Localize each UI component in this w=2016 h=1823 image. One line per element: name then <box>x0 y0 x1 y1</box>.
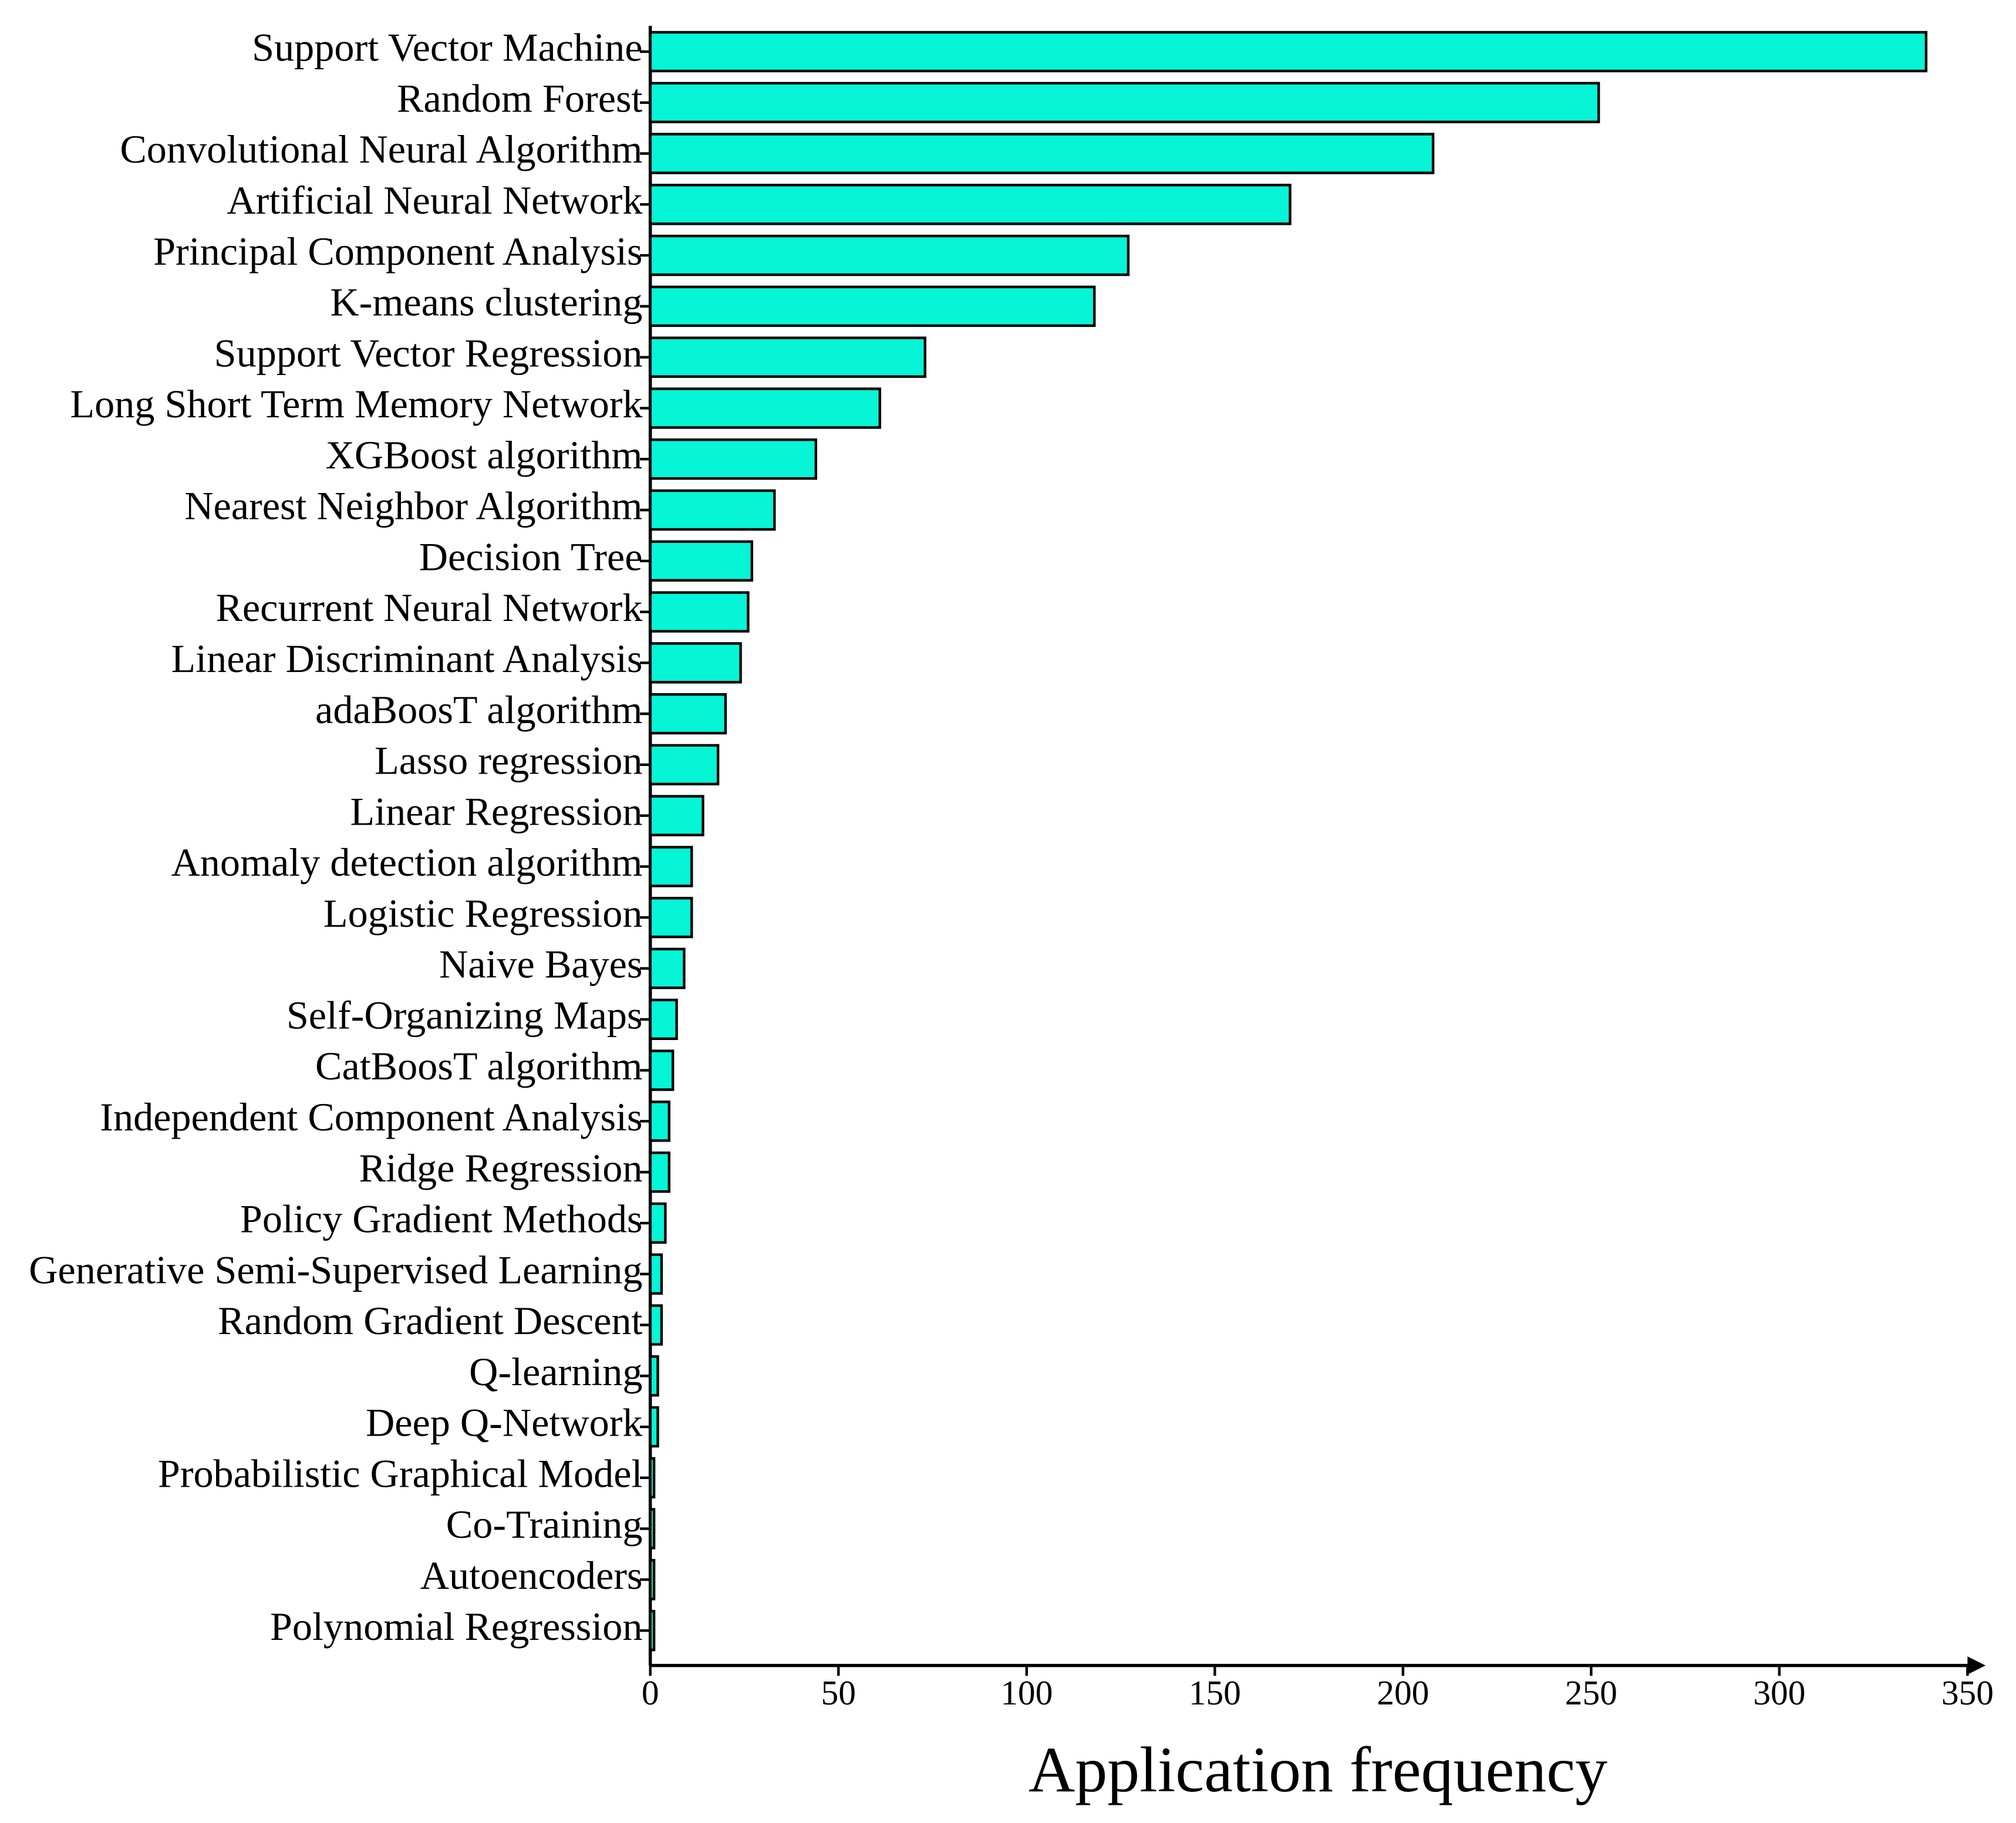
y-tick-label: Linear Regression <box>350 789 642 833</box>
y-tick-label: Nearest Neighbor Algorithm <box>184 484 642 528</box>
y-tick-label: Random Gradient Descent <box>218 1298 642 1343</box>
x-tick-label: 300 <box>1753 1673 1805 1712</box>
y-tick-label: Artificial Neural Network <box>227 178 643 222</box>
y-tick-label: Decision Tree <box>419 534 643 579</box>
y-tick-label: Ridge Regression <box>359 1146 643 1190</box>
y-tick-label: K-means clustering <box>330 280 642 325</box>
y-tick-label: Long Short Term Memory Network <box>70 382 643 426</box>
bar <box>649 897 693 938</box>
y-tick-label: Logistic Regression <box>323 891 643 936</box>
x-tick-label: 250 <box>1565 1673 1617 1712</box>
y-tick-label: XGBoost algorithm <box>326 433 643 477</box>
bar <box>649 1559 656 1601</box>
bar <box>649 234 1130 276</box>
bar <box>649 489 776 531</box>
bar <box>649 438 817 480</box>
y-tick-label: Random Forest <box>397 76 643 120</box>
x-tick-label: 150 <box>1189 1673 1241 1712</box>
x-tick-label: 200 <box>1377 1673 1429 1712</box>
y-tick-label: Anomaly detection algorithm <box>171 840 643 885</box>
y-tick-label: Probabilistic Graphical Model <box>158 1451 643 1495</box>
y-tick-label: Principal Component Analysis <box>153 229 642 274</box>
y-tick-label: Co-Training <box>446 1502 643 1547</box>
bar <box>649 285 1096 328</box>
bar <box>649 846 693 887</box>
bar <box>649 1100 670 1142</box>
bar <box>649 31 1928 73</box>
y-tick-label: Q-learning <box>469 1349 642 1394</box>
bar <box>649 642 742 684</box>
bar <box>649 540 753 582</box>
bar <box>649 1457 656 1498</box>
y-tick-label: Deep Q-Network <box>366 1400 643 1445</box>
y-tick-label: Recurrent Neural Network <box>215 585 643 630</box>
y-tick-label: Support Vector Regression <box>214 330 643 375</box>
y-tick-label: Polynomial Regression <box>270 1604 643 1649</box>
x-axis-label: Application frequency <box>1029 1734 1607 1805</box>
x-tick-label: 0 <box>642 1673 659 1712</box>
y-tick-label: Generative Semi-Supervised Learning <box>29 1247 642 1292</box>
y-tick-label: CatBoosT algorithm <box>315 1044 643 1088</box>
bar <box>649 1151 670 1193</box>
y-tick-label: Support Vector Machine <box>252 25 642 70</box>
y-tick-label: Self-Organizing Maps <box>286 992 643 1037</box>
bar <box>649 82 1600 123</box>
bar <box>649 1202 667 1244</box>
y-tick-label: Policy Gradient Methods <box>240 1197 643 1241</box>
bar <box>649 947 686 990</box>
bar <box>649 693 727 735</box>
bar <box>649 795 704 836</box>
y-tick-label: Convolutional Neural Algorithm <box>120 127 642 171</box>
bar <box>649 998 678 1040</box>
bar <box>649 1355 659 1397</box>
bar <box>649 1406 659 1448</box>
y-tick-label: Linear Discriminant Analysis <box>171 636 643 681</box>
x-tick-label: 100 <box>1000 1673 1053 1712</box>
y-tick-label: Lasso regression <box>375 738 642 783</box>
bar <box>649 744 720 786</box>
x-axis-arrow <box>1967 1656 1986 1675</box>
y-tick-label: Independent Component Analysis <box>100 1095 642 1139</box>
bar <box>649 1304 663 1346</box>
bar <box>649 387 881 429</box>
bar <box>649 1508 656 1549</box>
bar <box>649 1049 675 1091</box>
y-tick-label: adaBoosT algorithm <box>315 687 642 732</box>
bar <box>649 133 1435 174</box>
y-tick-label: Autoencoders <box>420 1553 643 1598</box>
bar <box>649 1253 663 1295</box>
y-tick-label: Naive Bayes <box>439 942 643 987</box>
x-tick-label: 50 <box>821 1673 856 1712</box>
x-tick-label: 350 <box>1941 1673 1994 1712</box>
bar <box>649 591 750 633</box>
bar <box>649 336 926 378</box>
bar <box>649 1609 656 1652</box>
bar <box>649 184 1292 225</box>
